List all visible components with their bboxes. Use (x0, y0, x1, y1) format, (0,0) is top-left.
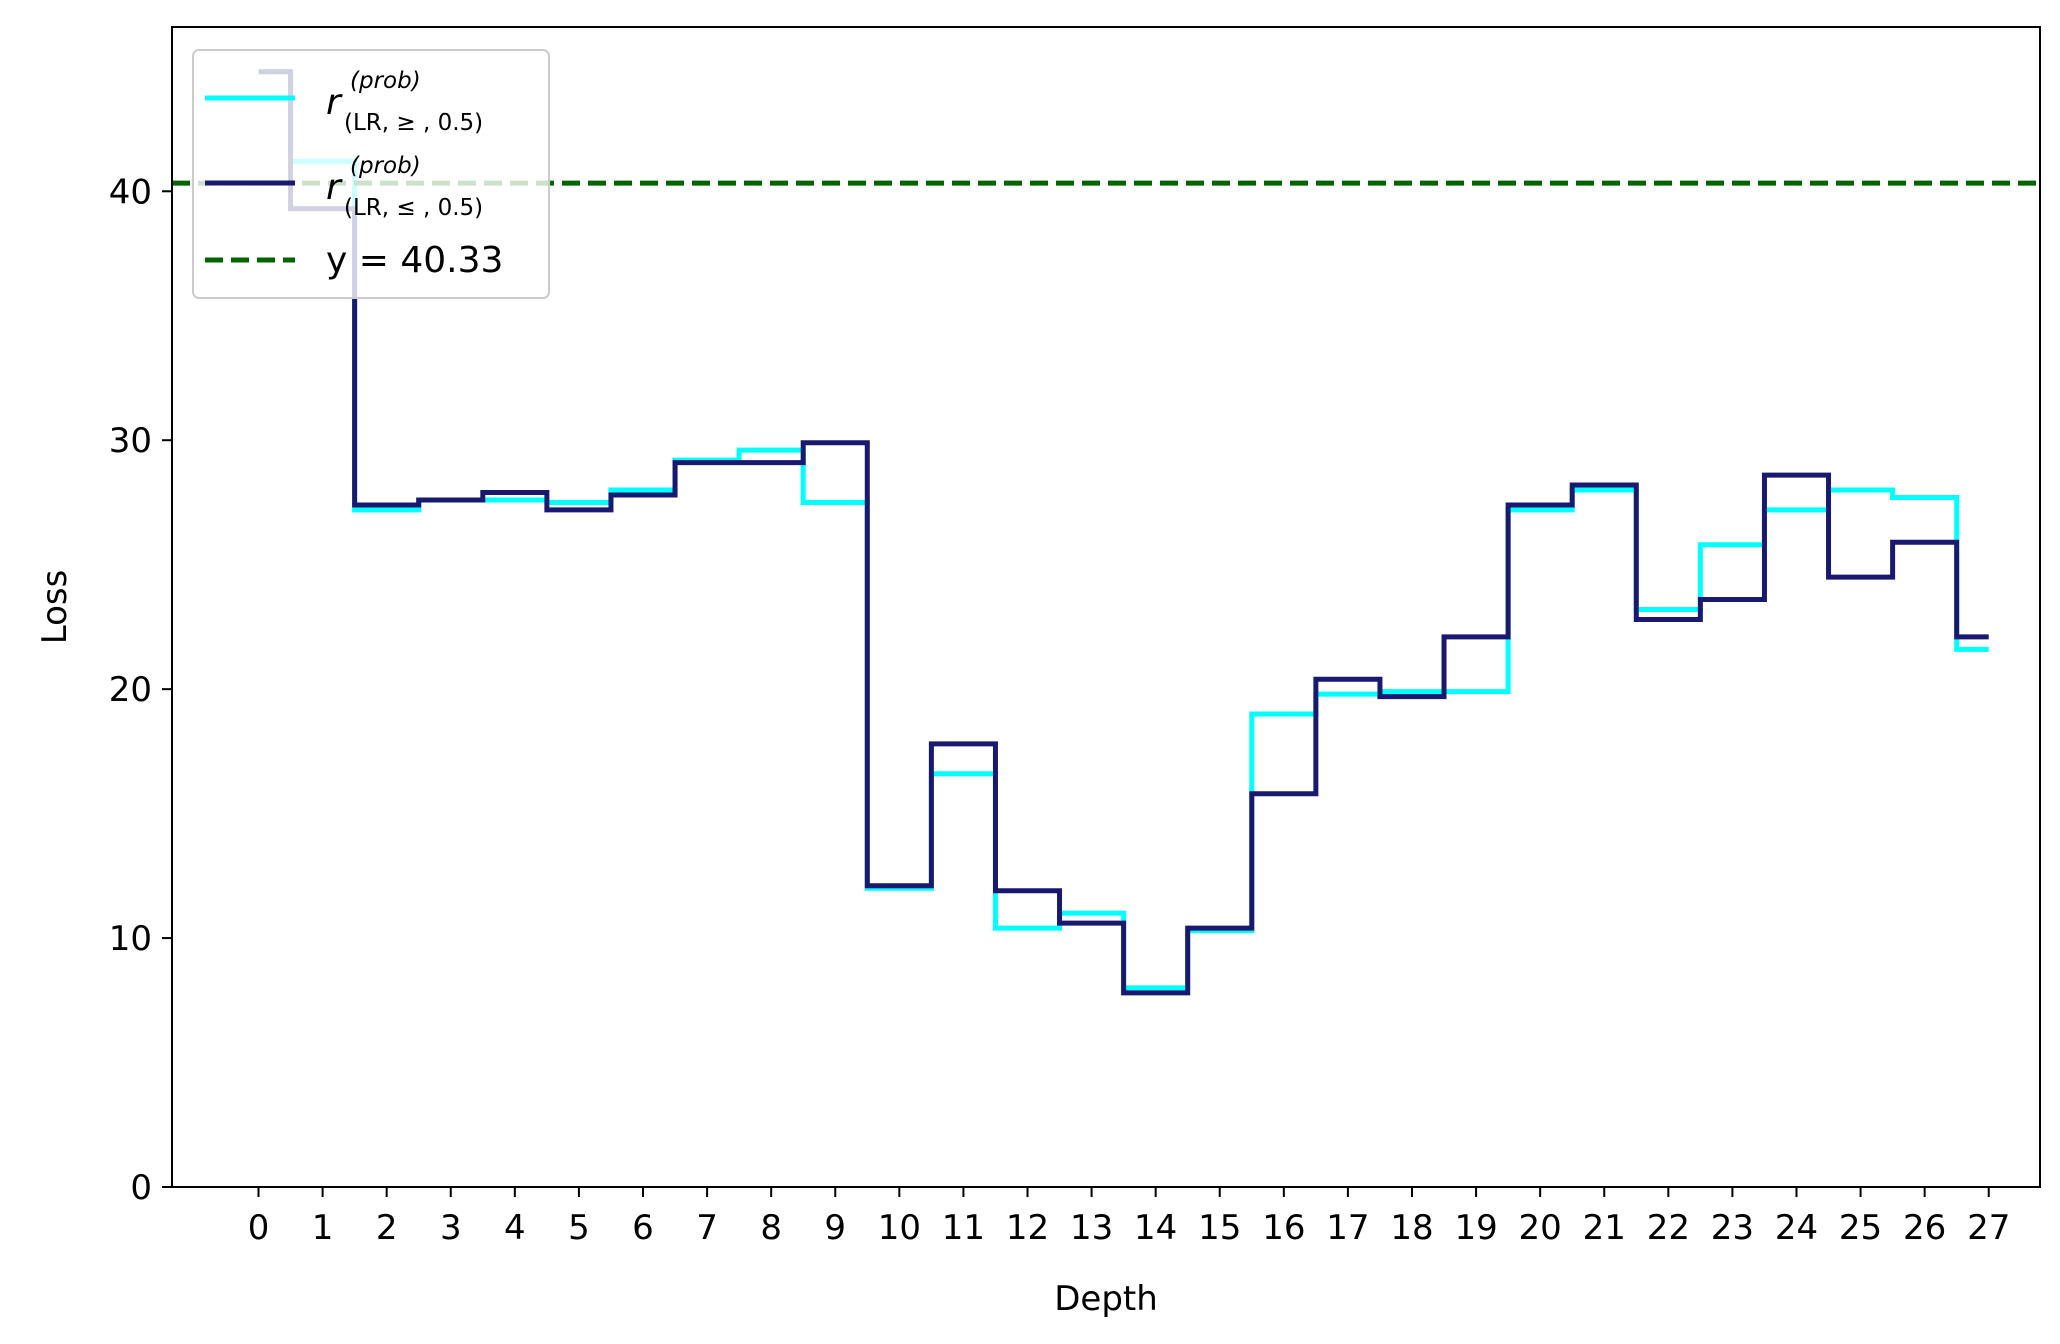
x-tick-label: 16 (1262, 1208, 1305, 1248)
x-tick-label: 26 (1903, 1208, 1946, 1248)
legend-label-sup-1: (prob) (350, 153, 421, 179)
x-tick-label: 11 (942, 1208, 985, 1248)
y-tick-label: 40 (109, 172, 152, 212)
x-tick-label: 19 (1454, 1208, 1497, 1248)
x-tick-label: 8 (760, 1208, 782, 1248)
x-tick-label: 14 (1134, 1208, 1177, 1248)
x-tick-label: 0 (248, 1208, 270, 1248)
x-tick-label: 4 (504, 1208, 526, 1248)
legend-label-1: r (326, 167, 343, 208)
x-tick-label: 24 (1775, 1208, 1818, 1248)
x-tick-label: 27 (1967, 1208, 2010, 1248)
x-tick-label: 21 (1583, 1208, 1626, 1248)
legend-label-reference: y = 40.33 (326, 240, 503, 281)
x-tick-label: 13 (1070, 1208, 1113, 1248)
y-tick-label: 20 (109, 670, 152, 710)
y-tick-label: 30 (109, 421, 152, 461)
axes-frame (171, 26, 2041, 1188)
x-tick-label: 10 (878, 1208, 921, 1248)
x-tick-label: 7 (696, 1208, 718, 1248)
x-tick-label: 2 (376, 1208, 398, 1248)
x-tick-label: 12 (1006, 1208, 1049, 1248)
x-tick-label: 9 (824, 1208, 846, 1248)
x-tick-label: 18 (1390, 1208, 1433, 1248)
legend-label-0: r (326, 82, 343, 123)
x-tick-label: 5 (568, 1208, 590, 1248)
plot-area (172, 69, 2040, 996)
x-tick-label: 20 (1519, 1208, 1562, 1248)
x-tick-label: 17 (1326, 1208, 1369, 1248)
x-axis-label: Depth (1054, 1279, 1158, 1319)
x-tick-label: 1 (312, 1208, 334, 1248)
legend-label-sub-1: (LR, ≤ , 0.5) (344, 195, 483, 221)
y-tick-label: 0 (130, 1168, 152, 1208)
legend-box (192, 49, 550, 299)
x-tick-label: 3 (440, 1208, 462, 1248)
x-tick-label: 6 (632, 1208, 654, 1248)
y-axis-label: Loss (35, 570, 75, 645)
legend: r(prob)(LR, ≥ , 0.5)r(prob)(LR, ≤ , 0.5)… (192, 49, 550, 299)
series-line-1 (258, 69, 1989, 996)
x-tick-label: 25 (1839, 1208, 1882, 1248)
x-tick-label: 22 (1647, 1208, 1690, 1248)
legend-label-sub-0: (LR, ≥ , 0.5) (344, 110, 483, 136)
x-tick-label: 15 (1198, 1208, 1241, 1248)
axis-ticks: 0 1 2 3 4 5 6 7 8 9 10 11 12 13 14 15 16 17 18 19 20 21 22 23 24… (109, 172, 2011, 1248)
y-tick-label: 10 (109, 919, 152, 959)
x-tick-label: 23 (1711, 1208, 1754, 1248)
legend-label-sup-0: (prob) (350, 68, 421, 94)
